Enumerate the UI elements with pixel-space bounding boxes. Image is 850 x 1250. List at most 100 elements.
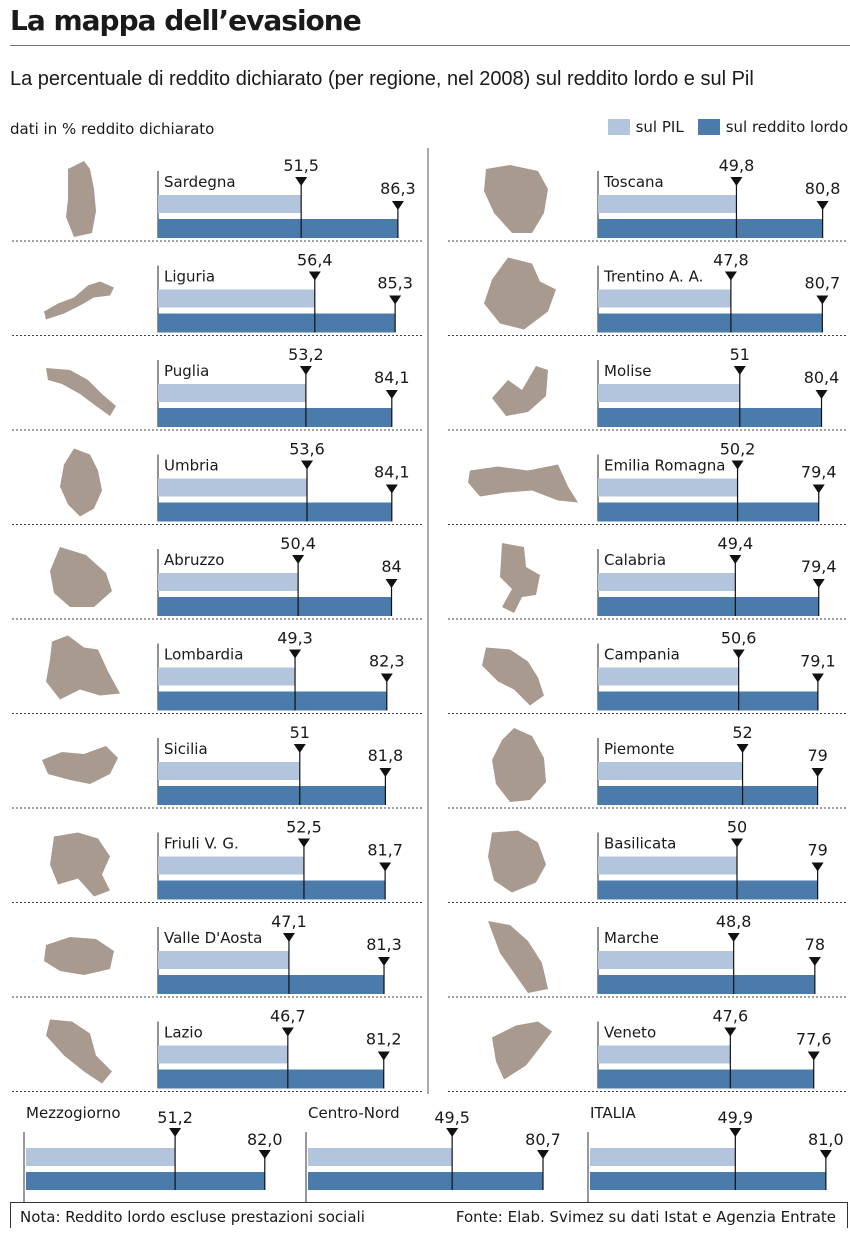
marker-triangle-pil-right-marche xyxy=(727,933,740,942)
aggregate-name-agg-centro-nord: Centro-Nord xyxy=(308,1104,400,1122)
bar-lordo-right-piemonte xyxy=(598,786,818,805)
marker-triangle-pil-left-valle-d-aosta xyxy=(282,933,295,942)
bar-pil-left-abruzzo xyxy=(158,573,299,591)
marker-triangle-lordo-right-piemonte xyxy=(811,768,824,777)
region-name-left-abruzzo: Abruzzo xyxy=(164,551,224,569)
footer-note: Nota: Reddito lordo escluse prestazioni … xyxy=(20,1208,365,1226)
data-label-pil-agg-centro-nord: 49,5 xyxy=(434,1108,470,1127)
bar-lordo-left-liguria xyxy=(158,313,396,333)
data-label-lordo-right-calabria: 79,4 xyxy=(801,557,837,576)
data-label-pil-left-friuli-v-g: 52,5 xyxy=(286,818,322,837)
data-label-lordo-right-trentino-a-a: 80,7 xyxy=(805,274,841,293)
marker-triangle-lordo-right-campania xyxy=(811,673,824,683)
bar-pil-right-campania xyxy=(598,667,739,686)
marker-triangle-lordo-left-umbria xyxy=(385,484,398,494)
data-label-pil-agg-mezzogiorno: 51,2 xyxy=(157,1108,193,1127)
bar-pil-right-toscana xyxy=(598,195,737,213)
data-label-pil-left-valle-d-aosta: 47,1 xyxy=(271,912,307,931)
marker-triangle-pil-left-sardegna xyxy=(295,177,308,186)
data-label-lordo-right-campania: 79,1 xyxy=(800,652,836,671)
data-label-pil-left-abruzzo: 50,4 xyxy=(280,534,316,553)
data-label-lordo-left-valle-d-aosta: 81,3 xyxy=(366,935,402,954)
bar-lordo-left-friuli-v-g xyxy=(158,880,386,900)
data-label-pil-right-veneto: 47,6 xyxy=(713,1007,749,1026)
marker-triangle-lordo-right-marche xyxy=(808,957,821,966)
bar-pil-right-marche xyxy=(598,951,734,969)
data-label-lordo-left-liguria: 85,3 xyxy=(377,274,413,293)
region-map-left-lazio xyxy=(46,1019,112,1084)
data-label-pil-right-molise: 51 xyxy=(730,345,750,364)
region-name-left-liguria: Liguria xyxy=(164,268,215,286)
marker-triangle-pil-left-abruzzo xyxy=(292,555,305,564)
bar-pil-left-valle-d-aosta xyxy=(158,951,289,969)
data-label-lordo-left-friuli-v-g: 81,7 xyxy=(367,841,403,860)
bar-pil-left-lazio xyxy=(158,1045,288,1064)
region-map-right-trentino-a-a xyxy=(484,257,556,330)
marker-triangle-pil-right-toscana xyxy=(730,177,743,186)
data-label-lordo-left-abruzzo: 84 xyxy=(381,557,401,576)
bar-lordo-right-campania xyxy=(598,691,818,711)
region-name-right-basilicata: Basilicata xyxy=(604,835,676,853)
footer-source: Fonte: Elab. Svimez su dati Istat e Agen… xyxy=(455,1208,836,1226)
marker-triangle-pil-right-molise xyxy=(733,366,746,375)
marker-triangle-lordo-right-molise xyxy=(815,390,828,399)
region-map-right-campania xyxy=(482,647,544,706)
bar-pil-left-puglia xyxy=(158,384,306,402)
data-label-pil-left-puglia: 53,2 xyxy=(288,345,324,364)
data-label-lordo-left-puglia: 84,1 xyxy=(374,368,410,387)
data-label-lordo-left-lazio: 81,2 xyxy=(366,1030,402,1049)
legend: sul PIL sul reddito lordo xyxy=(607,118,850,136)
marker-triangle-pil-right-trentino-a-a xyxy=(724,271,737,281)
data-label-pil-right-trentino-a-a: 47,8 xyxy=(713,251,749,270)
title-divider xyxy=(10,45,850,46)
region-name-right-emilia-romagna: Emilia Romagna xyxy=(604,457,726,475)
marker-triangle-lordo-left-friuli-v-g xyxy=(379,862,392,872)
marker-triangle-lordo-right-toscana xyxy=(816,201,829,210)
marker-triangle-lordo-agg-italia xyxy=(819,1150,832,1159)
marker-triangle-lordo-agg-centro-nord xyxy=(536,1150,549,1159)
region-name-right-marche: Marche xyxy=(604,929,659,947)
bar-lordo-right-veneto xyxy=(598,1069,814,1089)
data-label-pil-right-piemonte: 52 xyxy=(732,723,752,742)
marker-triangle-pil-right-campania xyxy=(732,649,745,659)
bar-lordo-left-sicilia xyxy=(158,786,386,805)
legend-swatch-lordo xyxy=(697,119,720,135)
bar-pil-agg-centro-nord xyxy=(308,1148,453,1166)
data-label-lordo-right-emilia-romagna: 79,4 xyxy=(801,463,837,482)
data-label-pil-left-lazio: 46,7 xyxy=(270,1007,306,1026)
marker-triangle-lordo-left-sardegna xyxy=(391,201,404,210)
bar-pil-left-liguria xyxy=(158,289,315,308)
region-name-left-sicilia: Sicilia xyxy=(164,740,208,758)
data-label-lordo-right-molise: 80,4 xyxy=(804,368,840,387)
data-label-lordo-left-lombardia: 82,3 xyxy=(369,652,405,671)
marker-triangle-pil-right-emilia-romagna xyxy=(731,460,744,470)
marker-triangle-pil-right-veneto xyxy=(724,1027,737,1037)
bar-pil-agg-italia xyxy=(590,1148,736,1166)
bar-pil-right-veneto xyxy=(598,1045,731,1064)
region-map-right-emilia-romagna xyxy=(468,464,578,503)
bar-lordo-right-toscana xyxy=(598,219,823,238)
data-label-pil-left-lombardia: 49,3 xyxy=(277,629,313,648)
marker-triangle-pil-left-lazio xyxy=(281,1027,294,1037)
marker-triangle-pil-left-friuli-v-g xyxy=(297,838,310,848)
region-map-left-liguria xyxy=(44,281,114,320)
data-label-lordo-right-basilicata: 79 xyxy=(807,841,827,860)
marker-triangle-pil-left-liguria xyxy=(308,271,321,281)
data-label-pil-right-campania: 50,6 xyxy=(721,629,757,648)
data-label-pil-left-sardegna: 51,5 xyxy=(283,156,319,175)
bar-pil-right-piemonte xyxy=(598,762,743,780)
bar-lordo-agg-centro-nord xyxy=(308,1172,543,1190)
bar-lordo-left-puglia xyxy=(158,408,392,427)
bar-lordo-right-molise xyxy=(598,408,822,427)
region-name-right-calabria: Calabria xyxy=(604,551,666,569)
bar-lordo-right-marche xyxy=(598,975,815,994)
marker-triangle-lordo-left-liguria xyxy=(389,295,402,305)
bar-lordo-agg-italia xyxy=(590,1172,826,1190)
region-name-left-friuli-v-g: Friuli V. G. xyxy=(164,835,239,853)
region-map-right-veneto xyxy=(492,1021,552,1080)
data-label-pil-right-emilia-romagna: 50,2 xyxy=(720,440,756,459)
bar-pil-right-trentino-a-a xyxy=(598,289,731,308)
region-map-right-basilicata xyxy=(488,830,546,893)
data-label-pil-left-liguria: 56,4 xyxy=(297,251,333,270)
